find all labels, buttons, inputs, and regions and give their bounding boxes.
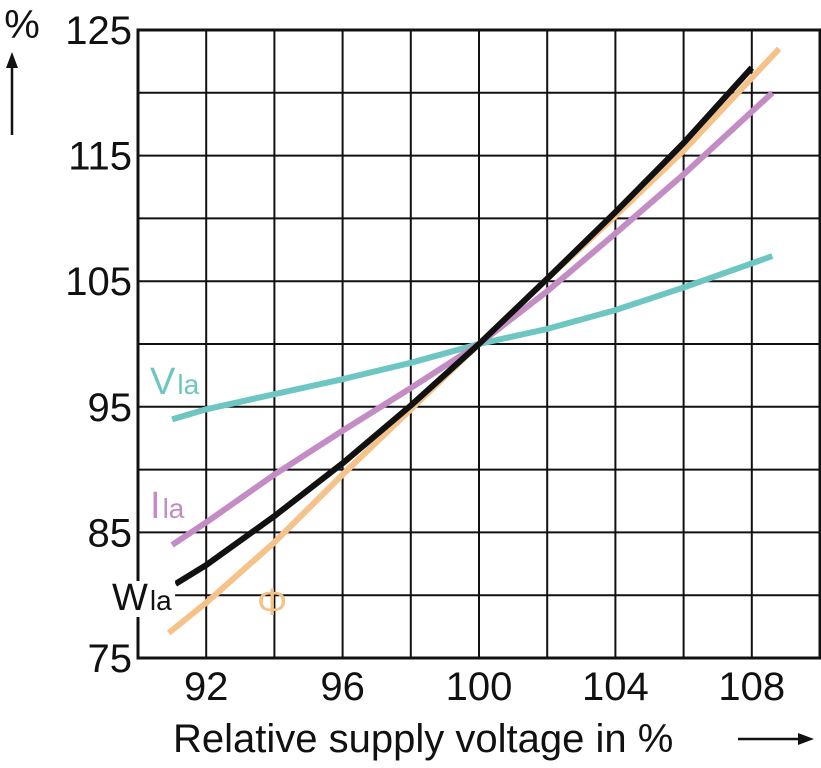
series-label-background [109,581,176,617]
series-label-text: Ila [150,485,185,527]
x-axis-label: Relative supply voltage in % [173,717,673,761]
plot-frame [136,28,821,660]
y-axis-label: % [4,3,40,47]
y-tick-label: 75 [88,637,133,681]
series-labels: Vla Ila Wla Φ [109,361,287,624]
series-label-VIa: Vla [150,361,200,403]
series-label-text: Vla [150,361,200,403]
x-tick-label: 104 [582,665,649,709]
x-tick-label: 100 [446,665,513,709]
y-tick-label: 105 [65,260,132,304]
y-tick-label: 95 [88,386,133,430]
x-tick-label: 108 [718,665,785,709]
x-axis-arrow [738,733,814,745]
y-tick-label: 115 [68,135,132,179]
series-line-WIa [173,65,755,587]
series-layer [166,46,782,636]
series-label-text: Wla [112,577,172,619]
series-label-text: Φ [257,582,287,624]
x-tick-label: 96 [320,665,365,709]
x-tick-label: 92 [184,665,229,709]
y-tick-label: 125 [65,9,132,53]
series-label-Φ: Φ [257,582,287,624]
y-axis-arrow [6,52,18,135]
series-label-WIa: Wla [109,577,176,619]
y-tick-labels: 75 85 95 105 115 125 [65,9,132,681]
series-line-IIa [170,90,775,548]
x-tick-labels: 92 96 100 104 108 [184,665,785,709]
series-line-VIa [171,253,774,423]
series-label-IIa: Ila [150,485,185,527]
y-tick-label: 85 [88,511,133,555]
